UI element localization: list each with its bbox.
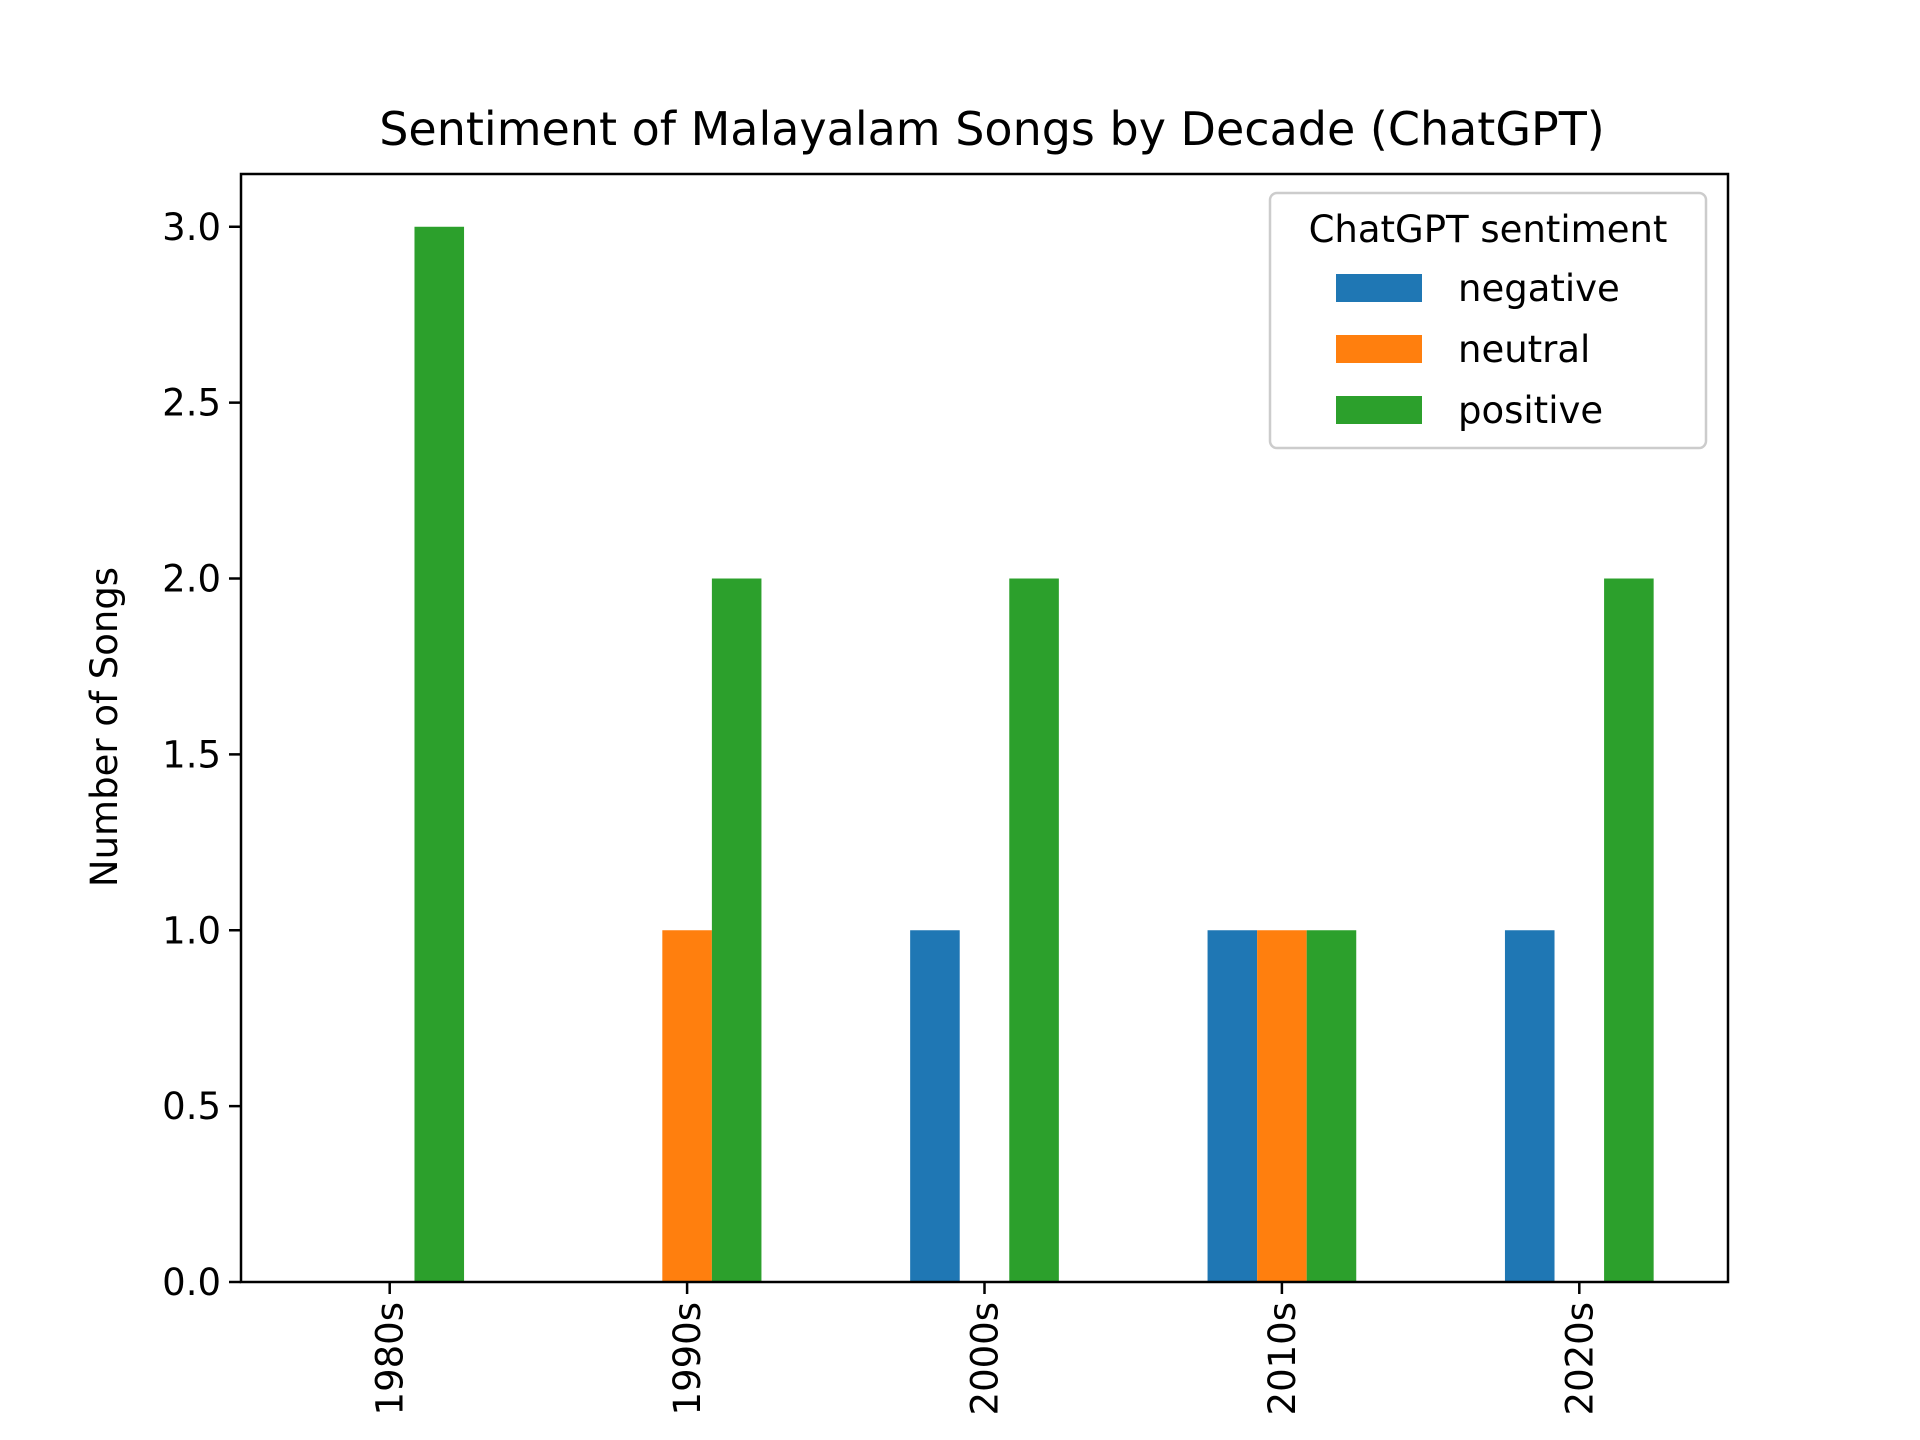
bar-negative-2000s [910, 930, 960, 1282]
x-tick-label: 2000s [964, 1302, 1007, 1415]
bar-positive-2010s [1306, 930, 1357, 1282]
y-tick-label: 0.0 [162, 1261, 221, 1304]
y-tick-label: 2.5 [162, 382, 221, 425]
legend-box [1268, 191, 1708, 450]
legend-swatch-positive [1336, 396, 1422, 424]
y-tick-label: 2.0 [162, 558, 221, 601]
legend-entries: negative neutral positive [1336, 267, 1620, 432]
bar-positive-1980s [414, 226, 465, 1282]
x-tick-label: 1980s [369, 1302, 412, 1415]
bar-positive-1990s [711, 578, 762, 1282]
legend-swatch-neutral [1336, 335, 1422, 363]
legend-label-neutral: neutral [1458, 328, 1590, 371]
bar-neutral-2010s [1257, 930, 1307, 1282]
x-tick-label: 2020s [1558, 1302, 1601, 1415]
x-axis: 1980s 1990s 2000s 2010s 2020s [369, 1282, 1601, 1415]
y-axis-label: Number of Songs [83, 567, 126, 887]
x-tick-label: 1990s [666, 1302, 709, 1415]
bars-group [414, 226, 1654, 1282]
bar-positive-2020s [1604, 578, 1654, 1282]
bar-neutral-1990s [662, 930, 712, 1282]
y-axis: 0.0 0.5 1.0 1.5 2.0 2.5 3.0 [162, 206, 241, 1304]
plot-frame [239, 172, 1730, 1284]
legend-swatch-negative [1336, 274, 1422, 302]
legend-label-negative: negative [1458, 267, 1620, 310]
chart-title: Sentiment of Malayalam Songs by Decade (… [379, 102, 1605, 156]
bar-negative-2020s [1504, 930, 1555, 1282]
legend-label-positive: positive [1458, 389, 1603, 432]
y-tick-label: 1.0 [162, 909, 221, 952]
bar-negative-2010s [1207, 930, 1258, 1282]
y-tick-label: 3.0 [162, 206, 221, 249]
y-tick-label: 0.5 [162, 1085, 221, 1128]
bar-positive-2000s [1009, 578, 1059, 1282]
x-tick-label: 2010s [1261, 1302, 1304, 1415]
y-tick-label: 1.5 [162, 733, 221, 776]
legend-title: ChatGPT sentiment [1309, 208, 1668, 251]
legend: ChatGPT sentiment negative neutral positiv… [1268, 191, 1708, 450]
